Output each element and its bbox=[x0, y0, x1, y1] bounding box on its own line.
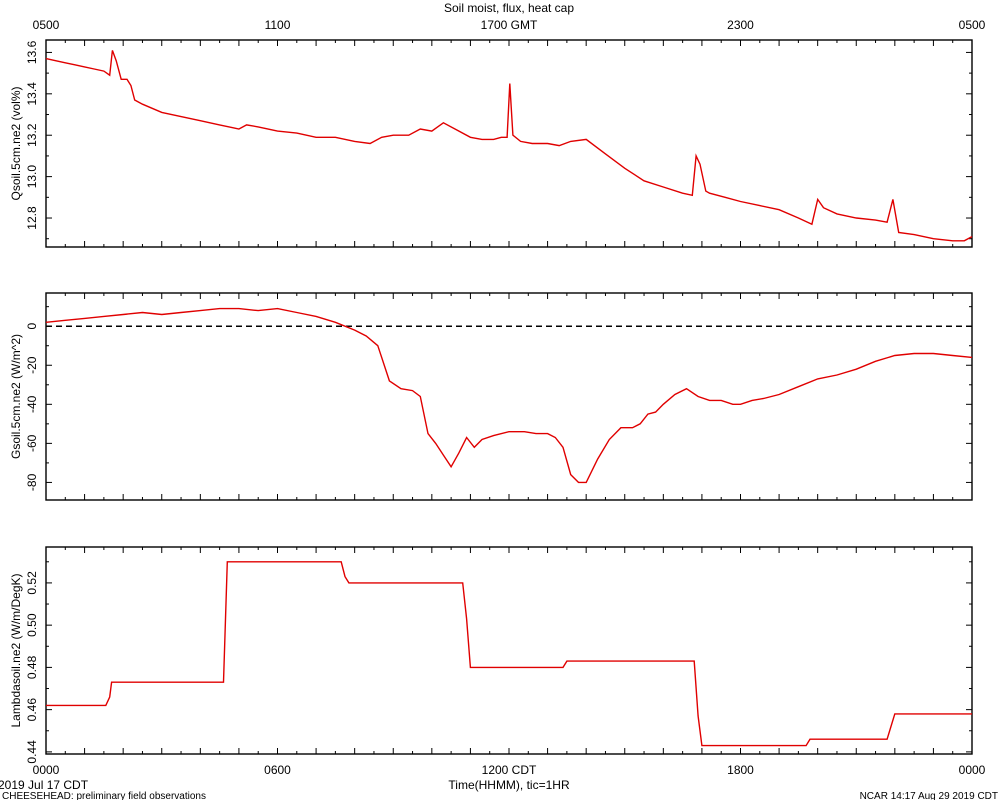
y-tick-label: 0 bbox=[25, 323, 39, 330]
bottom-axis-tick-label: 1800 bbox=[727, 763, 754, 777]
bottom-axis-tick-label: 0000 bbox=[33, 763, 60, 777]
bottom-axis-tick-label: 0000 bbox=[959, 763, 986, 777]
y-tick-label: -20 bbox=[25, 356, 39, 374]
y-axis-title: Lambdasoil.ne2 (W/m/DegK) bbox=[9, 573, 23, 727]
y-axis-title: Qsoil.5cm.ne2 (vol%) bbox=[9, 86, 23, 200]
bottom-axis-tick-label: 1200 CDT bbox=[482, 763, 537, 777]
bottom-axis-tick-label: 0600 bbox=[264, 763, 291, 777]
series-line-2 bbox=[45, 307, 973, 484]
y-tick-label: 13.4 bbox=[25, 82, 39, 106]
y-tick-label: 0.48 bbox=[25, 655, 39, 679]
y-tick-label: 0.44 bbox=[25, 740, 39, 764]
y-tick-label: 0.52 bbox=[25, 571, 39, 595]
series-line-1 bbox=[45, 50, 973, 242]
y-tick-label: -40 bbox=[25, 395, 39, 413]
top-axis-tick-label: 0500 bbox=[959, 18, 986, 32]
x-axis-title: Time(HHMM), tic=1HR bbox=[448, 778, 570, 792]
y-tick-label: -80 bbox=[25, 473, 39, 491]
top-axis-tick-label: 0500 bbox=[33, 18, 60, 32]
credit-note: NCAR 14:17 Aug 29 2019 CDT bbox=[860, 791, 998, 800]
y-axis-title: Gsoil.5cm.ne2 (W/m^2) bbox=[9, 334, 23, 459]
top-axis-tick-label: 2300 bbox=[727, 18, 754, 32]
y-tick-label: 13.0 bbox=[25, 165, 39, 189]
panel-frame-1 bbox=[45, 39, 973, 248]
chart-title: Soil moist, flux, heat cap bbox=[444, 1, 574, 15]
panel-frame-2 bbox=[45, 292, 973, 501]
series-line-3 bbox=[46, 561, 972, 747]
top-axis-tick-label: 1100 bbox=[265, 18, 291, 32]
y-tick-label: 13.2 bbox=[25, 123, 39, 147]
date-label: 2019 Jul 17 CDT bbox=[0, 778, 89, 792]
top-axis-tick-label: 1700 GMT bbox=[481, 18, 538, 32]
project-note: CHEESEHEAD: preliminary field observatio… bbox=[2, 791, 206, 800]
y-tick-label: 12.8 bbox=[25, 206, 39, 230]
y-tick-label: -60 bbox=[25, 434, 39, 452]
y-tick-label: 13.6 bbox=[25, 40, 39, 64]
panel-frame-3 bbox=[45, 546, 973, 755]
y-tick-label: 0.46 bbox=[25, 698, 39, 722]
y-tick-label: 0.50 bbox=[25, 613, 39, 637]
